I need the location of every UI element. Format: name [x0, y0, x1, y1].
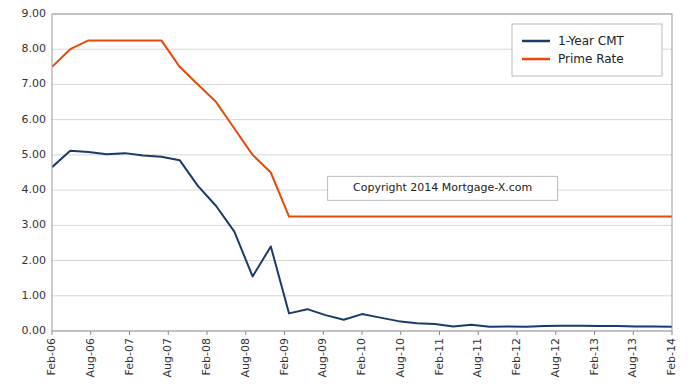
x-tick	[52, 331, 53, 335]
x-tick-label: Feb-10	[355, 338, 368, 375]
grid-line	[52, 225, 672, 226]
x-tick-label: Aug-10	[394, 338, 407, 377]
y-tick-label: 7.00	[22, 77, 47, 90]
x-tick	[245, 331, 246, 335]
x-tick	[284, 331, 285, 335]
x-tick-label: Aug-11	[471, 338, 484, 377]
x-axis: Feb-06 Aug-06 Feb-07 Aug-07 Feb-08 Aug-08 Feb-…	[45, 331, 678, 377]
x-tick	[555, 331, 556, 335]
y-tick-label: 6.00	[22, 113, 47, 126]
legend-swatch	[522, 58, 550, 61]
plot-frame	[52, 14, 672, 331]
x-tick	[207, 331, 208, 335]
legend-box	[512, 24, 662, 76]
grid-line	[52, 119, 672, 120]
chart: 0.00 1.00 2.00 3.00 4.00 5.00 6.00 7.00 8.00 9.00…	[0, 0, 688, 387]
x-tick	[90, 331, 91, 335]
x-tick	[439, 331, 440, 335]
annotation: Copyright 2014 Mortgage-X.com	[328, 176, 558, 200]
x-tick	[594, 331, 595, 335]
x-tick-label: Aug-13	[626, 338, 639, 377]
x-tick-label: Feb-13	[588, 338, 601, 375]
x-tick	[517, 331, 518, 335]
y-tick-label: 2.00	[22, 254, 47, 267]
y-tick-label: 4.00	[22, 183, 47, 196]
x-tick-label: Feb-08	[200, 338, 213, 375]
legend-swatch	[522, 40, 550, 43]
x-tick-label: Feb-12	[510, 338, 523, 375]
x-tick	[323, 331, 324, 335]
series-line	[52, 151, 672, 327]
x-tick	[400, 331, 401, 335]
x-tick-label: Aug-08	[239, 338, 252, 377]
x-tick-label: Aug-12	[549, 338, 562, 377]
annotation-text: Copyright 2014 Mortgage-X.com	[353, 181, 532, 194]
legend-label: Prime Rate	[558, 52, 624, 66]
grid-line	[52, 295, 672, 296]
y-tick-label: 9.00	[22, 7, 47, 20]
y-tick-label: 0.00	[22, 324, 47, 337]
grid-line	[52, 260, 672, 261]
y-tick-label: 5.00	[22, 148, 47, 161]
grid-line	[52, 84, 672, 85]
x-tick-label: Feb-11	[433, 338, 446, 375]
x-tick	[478, 331, 479, 335]
x-tick-label: Aug-09	[316, 338, 329, 377]
x-tick-label: Aug-06	[84, 338, 97, 377]
x-tick	[362, 331, 363, 335]
x-tick-label: Feb-09	[278, 338, 291, 375]
y-tick-label: 1.00	[22, 289, 47, 302]
plot-area	[52, 14, 672, 331]
legend-label: 1-Year CMT	[558, 34, 624, 48]
x-tick-label: Aug-07	[161, 338, 174, 377]
x-tick	[129, 331, 130, 335]
x-tick	[633, 331, 634, 335]
x-tick	[672, 331, 673, 335]
y-tick-label: 8.00	[22, 42, 47, 55]
lines	[52, 40, 672, 326]
x-tick	[168, 331, 169, 335]
y-tick-label: 3.00	[22, 218, 47, 231]
legend: 1-Year CMT Prime Rate	[512, 24, 662, 76]
y-axis: 0.00 1.00 2.00 3.00 4.00 5.00 6.00 7.00 8.00 9.00	[22, 7, 673, 337]
x-tick-label: Feb-07	[123, 338, 136, 375]
x-tick-label: Feb-14	[665, 338, 678, 375]
annotation-box	[328, 176, 558, 200]
x-tick-label: Feb-06	[45, 338, 58, 375]
